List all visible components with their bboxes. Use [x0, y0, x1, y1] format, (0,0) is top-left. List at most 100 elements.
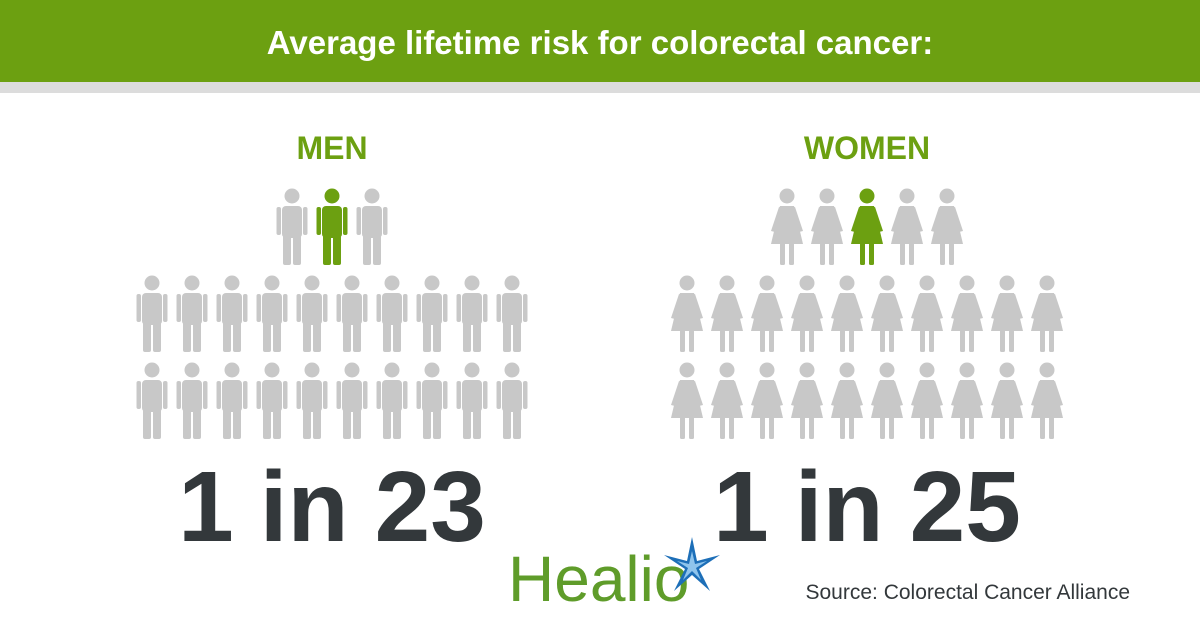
arm	[216, 381, 221, 409]
arm	[791, 294, 803, 319]
arm	[163, 381, 168, 409]
leg	[383, 321, 391, 352]
head	[799, 275, 815, 291]
arm	[691, 381, 703, 406]
arm	[871, 207, 883, 232]
torso	[382, 380, 402, 412]
leg	[473, 408, 481, 439]
torso	[142, 380, 162, 412]
torso	[262, 380, 282, 412]
highlighted-person	[316, 188, 348, 265]
leg	[760, 417, 765, 439]
arm	[176, 381, 181, 409]
head	[504, 362, 520, 378]
leg	[273, 321, 281, 352]
torso	[142, 293, 162, 325]
arm	[176, 294, 181, 322]
arm	[343, 207, 348, 235]
leg	[383, 408, 391, 439]
arm	[243, 381, 248, 409]
arm	[951, 294, 963, 319]
arm	[791, 207, 803, 232]
person-icon	[496, 275, 528, 352]
arm	[403, 294, 408, 322]
person-icon	[911, 362, 943, 439]
arm	[931, 294, 943, 319]
leg	[720, 330, 725, 352]
head	[384, 275, 400, 291]
person-icon	[831, 362, 863, 439]
stat-count: 1	[713, 451, 769, 563]
torso	[462, 293, 482, 325]
leg	[423, 321, 431, 352]
leg	[1049, 330, 1054, 352]
person-icon	[496, 362, 528, 439]
leg	[849, 417, 854, 439]
leg	[800, 330, 805, 352]
leg	[809, 417, 814, 439]
risk-stat: 1 in 23	[178, 451, 486, 563]
head	[679, 275, 695, 291]
leg	[760, 330, 765, 352]
leg	[769, 417, 774, 439]
person-icon	[456, 275, 488, 352]
arm	[216, 294, 221, 322]
leg	[820, 243, 825, 265]
person-icon	[951, 362, 983, 439]
leg	[293, 234, 301, 265]
leg	[729, 417, 734, 439]
person-icon	[376, 362, 408, 439]
arm	[811, 294, 823, 319]
arm	[831, 207, 843, 232]
person-icon	[256, 362, 288, 439]
person-icon	[871, 362, 903, 439]
leg	[263, 408, 271, 439]
head	[719, 275, 735, 291]
arm	[711, 294, 723, 319]
person-icon	[416, 275, 448, 352]
leg	[720, 417, 725, 439]
head	[939, 188, 955, 204]
torso	[362, 206, 382, 238]
torso	[302, 380, 322, 412]
arm	[951, 207, 963, 232]
arm	[751, 294, 763, 319]
leg	[183, 321, 191, 352]
head	[839, 275, 855, 291]
leg	[143, 321, 151, 352]
person-icon	[711, 275, 743, 352]
leg	[393, 321, 401, 352]
stat-word: in	[260, 451, 349, 563]
arm	[831, 294, 843, 319]
arm	[356, 207, 361, 235]
leg	[373, 234, 381, 265]
leg	[800, 417, 805, 439]
leg	[680, 330, 685, 352]
head	[424, 275, 440, 291]
person-icon	[216, 362, 248, 439]
person-icon	[671, 362, 703, 439]
leg	[960, 417, 965, 439]
stat-total: 25	[910, 451, 1021, 563]
arm	[456, 381, 461, 409]
leg	[463, 408, 471, 439]
arm	[851, 294, 863, 319]
person-icon	[751, 275, 783, 352]
head	[679, 362, 695, 378]
head	[144, 275, 160, 291]
torso	[222, 380, 242, 412]
source: Source: Colorectal Cancer Alliance	[806, 581, 1131, 604]
highlighted-person	[851, 188, 883, 265]
arm	[891, 294, 903, 319]
person-icon	[911, 275, 943, 352]
leg	[323, 234, 331, 265]
person-icon	[176, 275, 208, 352]
arm	[831, 381, 843, 406]
leg	[183, 408, 191, 439]
torso	[342, 380, 362, 412]
leg	[969, 417, 974, 439]
head	[464, 275, 480, 291]
leg	[223, 408, 231, 439]
arm	[871, 381, 883, 406]
